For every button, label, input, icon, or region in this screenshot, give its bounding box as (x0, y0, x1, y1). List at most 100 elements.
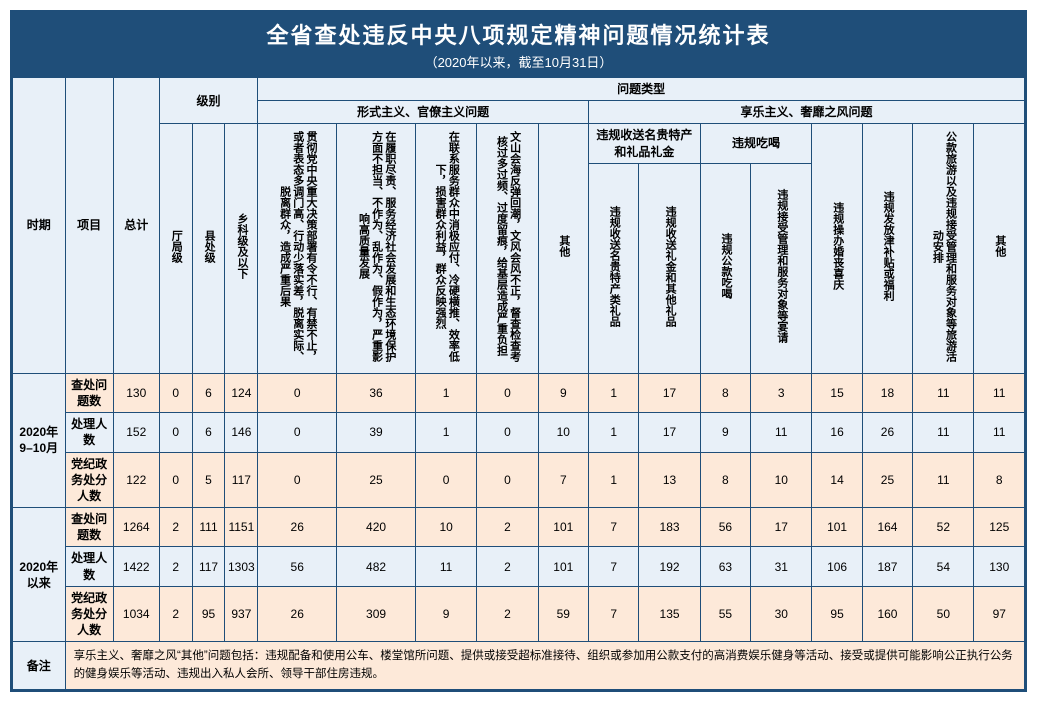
value-cell: 420 (337, 508, 416, 547)
value-cell: 97 (974, 586, 1025, 642)
value-cell: 152 (113, 413, 159, 452)
value-cell: 5 (192, 452, 225, 508)
value-cell: 9 (700, 413, 750, 452)
value-cell: 95 (812, 586, 862, 642)
hdr-g1-2: 在联系服务群众中消极应付、冷硬横推、效率低下，损害群众利益，群众反映强烈 (415, 124, 476, 373)
value-cell: 11 (974, 373, 1025, 412)
hdr-g2-rest-0: 违规操办婚丧喜庆 (812, 124, 862, 373)
value-cell: 124 (225, 373, 258, 412)
item-cell: 处理人数 (65, 413, 113, 452)
footnote-text: 享乐主义、奢靡之风“其他”问题包括：违规配备和使用公车、楼堂馆所问题、提供或接受… (65, 642, 1024, 690)
value-cell: 101 (538, 508, 588, 547)
hdr-level-0: 厅局级 (159, 124, 192, 373)
value-cell: 11 (415, 547, 476, 586)
value-cell: 1264 (113, 508, 159, 547)
value-cell: 135 (639, 586, 700, 642)
hdr-g2-rest-2: 公款旅游以及违规接受管理和服务对象等旅游活动安排 (913, 124, 974, 373)
value-cell: 0 (159, 452, 192, 508)
value-cell: 0 (477, 452, 538, 508)
value-cell: 125 (974, 508, 1025, 547)
value-cell: 2 (159, 586, 192, 642)
hdr-g2-sub1-0: 违规收送名贵特产类礼品 (589, 163, 639, 373)
value-cell: 54 (913, 547, 974, 586)
value-cell: 937 (225, 586, 258, 642)
hdr-g2-sub2-1: 违规接受管理和服务对象等宴请 (751, 163, 812, 373)
value-cell: 1034 (113, 586, 159, 642)
value-cell: 0 (258, 452, 337, 508)
stats-table-container: 全省查处违反中央八项规定精神问题情况统计表 （2020年以来，截至10月31日）… (10, 10, 1027, 692)
hdr-g2-top-0: 违规收送名贵特产和礼品礼金 (589, 124, 701, 163)
item-cell: 党纪政务处分人数 (65, 452, 113, 508)
table-row: 处理人数142221171303564821121017192633110618… (13, 547, 1025, 586)
value-cell: 122 (113, 452, 159, 508)
value-cell: 8 (700, 373, 750, 412)
value-cell: 39 (337, 413, 416, 452)
period-cell: 2020年9–10月 (13, 373, 66, 507)
value-cell: 63 (700, 547, 750, 586)
value-cell: 50 (913, 586, 974, 642)
hdr-level: 级别 (159, 78, 258, 124)
table-row: 2020年以来查处问题数1264211111512642010210171835… (13, 508, 1025, 547)
table-row: 处理人数15206146039101011791116261111 (13, 413, 1025, 452)
value-cell: 95 (192, 586, 225, 642)
value-cell: 7 (589, 508, 639, 547)
hdr-group2: 享乐主义、奢靡之风问题 (589, 101, 1025, 124)
value-cell: 17 (639, 413, 700, 452)
table-title: 全省查处违反中央八项规定精神问题情况统计表 (12, 12, 1025, 52)
value-cell: 11 (913, 373, 974, 412)
hdr-g1-4: 其他 (538, 124, 588, 373)
value-cell: 7 (589, 586, 639, 642)
value-cell: 2 (159, 547, 192, 586)
table-body: 2020年9–10月查处问题数1300612403610911783151811… (13, 373, 1025, 642)
hdr-item: 项目 (65, 78, 113, 374)
hdr-g2-top-1: 违规吃喝 (700, 124, 812, 163)
value-cell: 26 (258, 508, 337, 547)
value-cell: 8 (974, 452, 1025, 508)
item-cell: 查处问题数 (65, 373, 113, 412)
value-cell: 14 (812, 452, 862, 508)
hdr-problem-type: 问题类型 (258, 78, 1025, 101)
value-cell: 130 (113, 373, 159, 412)
period-cell: 2020年以来 (13, 508, 66, 642)
hdr-g1-3: 文山会海反弹回潮，文风会风不正，督查检查考核过多过频、过度留痕，给基层造成严重负… (477, 124, 538, 373)
value-cell: 1303 (225, 547, 258, 586)
hdr-g2-rest-3: 其他 (974, 124, 1025, 373)
value-cell: 117 (225, 452, 258, 508)
value-cell: 1 (415, 413, 476, 452)
value-cell: 2 (477, 547, 538, 586)
hdr-g2-sub1-1: 违规收送礼金和其他礼品 (639, 163, 700, 373)
value-cell: 0 (258, 373, 337, 412)
value-cell: 9 (538, 373, 588, 412)
value-cell: 160 (862, 586, 912, 642)
value-cell: 10 (751, 452, 812, 508)
value-cell: 3 (751, 373, 812, 412)
value-cell: 55 (700, 586, 750, 642)
value-cell: 16 (812, 413, 862, 452)
value-cell: 11 (913, 452, 974, 508)
value-cell: 25 (337, 452, 416, 508)
value-cell: 11 (751, 413, 812, 452)
value-cell: 11 (913, 413, 974, 452)
hdr-total: 总计 (113, 78, 159, 374)
value-cell: 106 (812, 547, 862, 586)
value-cell: 11 (974, 413, 1025, 452)
hdr-group1: 形式主义、官僚主义问题 (258, 101, 589, 124)
item-cell: 查处问题数 (65, 508, 113, 547)
value-cell: 1 (589, 413, 639, 452)
hdr-level-1: 县处级 (192, 124, 225, 373)
value-cell: 31 (751, 547, 812, 586)
value-cell: 1 (589, 373, 639, 412)
value-cell: 56 (258, 547, 337, 586)
value-cell: 26 (258, 586, 337, 642)
value-cell: 17 (751, 508, 812, 547)
stats-table: 时期 项目 总计 级别 问题类型 形式主义、官僚主义问题 享乐主义、奢靡之风问题… (12, 77, 1025, 690)
item-cell: 党纪政务处分人数 (65, 586, 113, 642)
value-cell: 111 (192, 508, 225, 547)
value-cell: 2 (477, 586, 538, 642)
value-cell: 0 (159, 373, 192, 412)
hdr-g1-0: 贯彻党中央重大决策部署有令不行、有禁不止，或者表态多调门高、行动少落实差，脱离实… (258, 124, 337, 373)
value-cell: 10 (415, 508, 476, 547)
footnote-label: 备注 (13, 642, 66, 690)
value-cell: 56 (700, 508, 750, 547)
table-subtitle: （2020年以来，截至10月31日） (12, 52, 1025, 77)
